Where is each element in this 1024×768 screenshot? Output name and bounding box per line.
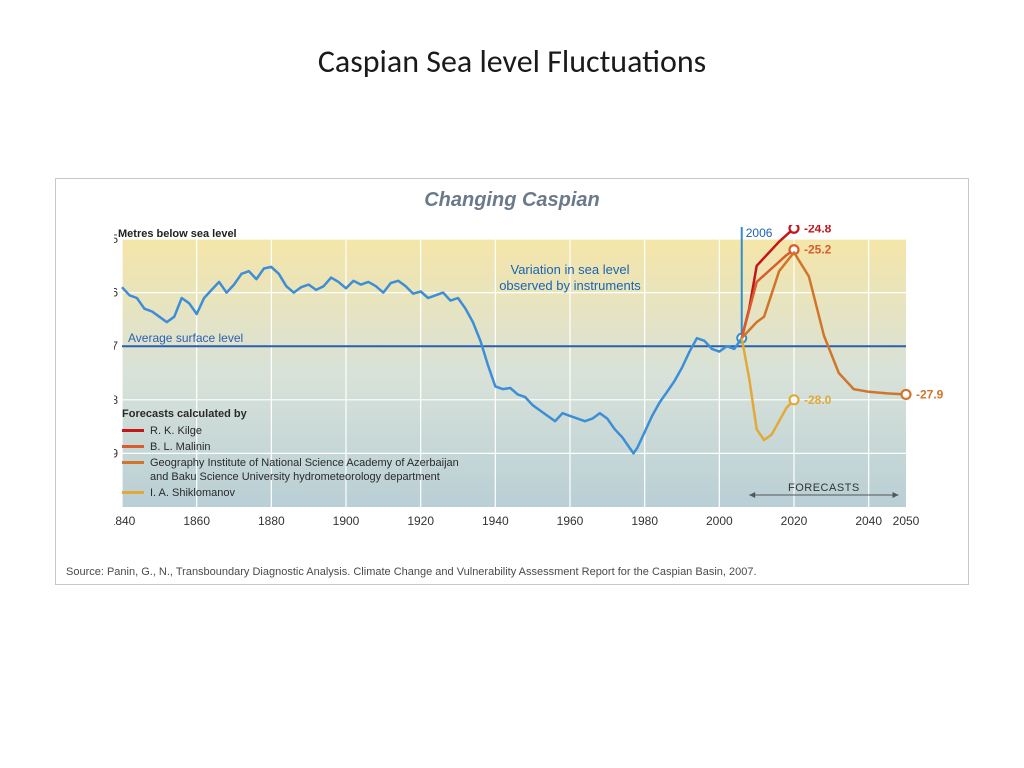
svg-text:-27.9: -27.9 — [916, 387, 944, 401]
chart-container: Changing Caspian Average surface level 20… — [55, 178, 969, 585]
legend-swatch-malinin — [122, 445, 144, 448]
svg-text:observed by instruments: observed by instruments — [499, 278, 641, 293]
svg-text:-28: -28 — [114, 393, 118, 407]
legend-label-malinin: B. L. Malinin — [150, 440, 211, 455]
svg-text:2000: 2000 — [706, 514, 733, 528]
svg-text:1860: 1860 — [183, 514, 210, 528]
svg-text:-27: -27 — [114, 339, 118, 353]
source-citation: Source: Panin, G., N., Transboundary Dia… — [66, 566, 757, 578]
legend-row-kilge: R. K. Kilge — [122, 424, 459, 439]
svg-text:2050: 2050 — [893, 514, 920, 528]
svg-text:Variation in sea level: Variation in sea level — [511, 262, 630, 277]
svg-text:Average surface level: Average surface level — [128, 331, 243, 345]
page-title: Caspian Sea level Fluctuations — [0, 0, 1024, 81]
svg-text:FORECASTS: FORECASTS — [788, 482, 860, 494]
svg-text:-24.8: -24.8 — [804, 225, 832, 235]
legend-row-malinin: B. L. Malinin — [122, 440, 459, 455]
svg-text:-29: -29 — [114, 446, 118, 460]
svg-text:2006: 2006 — [746, 226, 773, 240]
svg-text:1900: 1900 — [333, 514, 360, 528]
legend-label-azerbaijan: Geography Institute of National Science … — [150, 456, 459, 486]
svg-text:1920: 1920 — [407, 514, 434, 528]
svg-text:1940: 1940 — [482, 514, 509, 528]
svg-text:1980: 1980 — [631, 514, 658, 528]
legend-label-shiklomanov: I. A. Shiklomanov — [150, 486, 235, 501]
svg-text:Metres below sea level: Metres below sea level — [118, 228, 237, 240]
svg-text:2020: 2020 — [781, 514, 808, 528]
forecast-legend: Forecasts calculated by R. K. Kilge B. L… — [122, 407, 459, 502]
svg-text:-26: -26 — [114, 286, 118, 300]
chart-title: Changing Caspian — [56, 179, 968, 216]
legend-swatch-kilge — [122, 429, 144, 432]
legend-swatch-azerbaijan — [122, 461, 144, 464]
svg-text:1960: 1960 — [557, 514, 584, 528]
legend-title: Forecasts calculated by — [122, 407, 459, 422]
svg-text:-25.2: -25.2 — [804, 243, 832, 257]
svg-text:-28.0: -28.0 — [804, 393, 832, 407]
svg-text:2040: 2040 — [855, 514, 882, 528]
legend-row-shiklomanov: I. A. Shiklomanov — [122, 486, 459, 501]
svg-text:1840: 1840 — [114, 514, 136, 528]
legend-swatch-shiklomanov — [122, 491, 144, 494]
legend-row-azerbaijan: Geography Institute of National Science … — [122, 456, 459, 486]
svg-text:1880: 1880 — [258, 514, 285, 528]
legend-label-kilge: R. K. Kilge — [150, 424, 202, 439]
